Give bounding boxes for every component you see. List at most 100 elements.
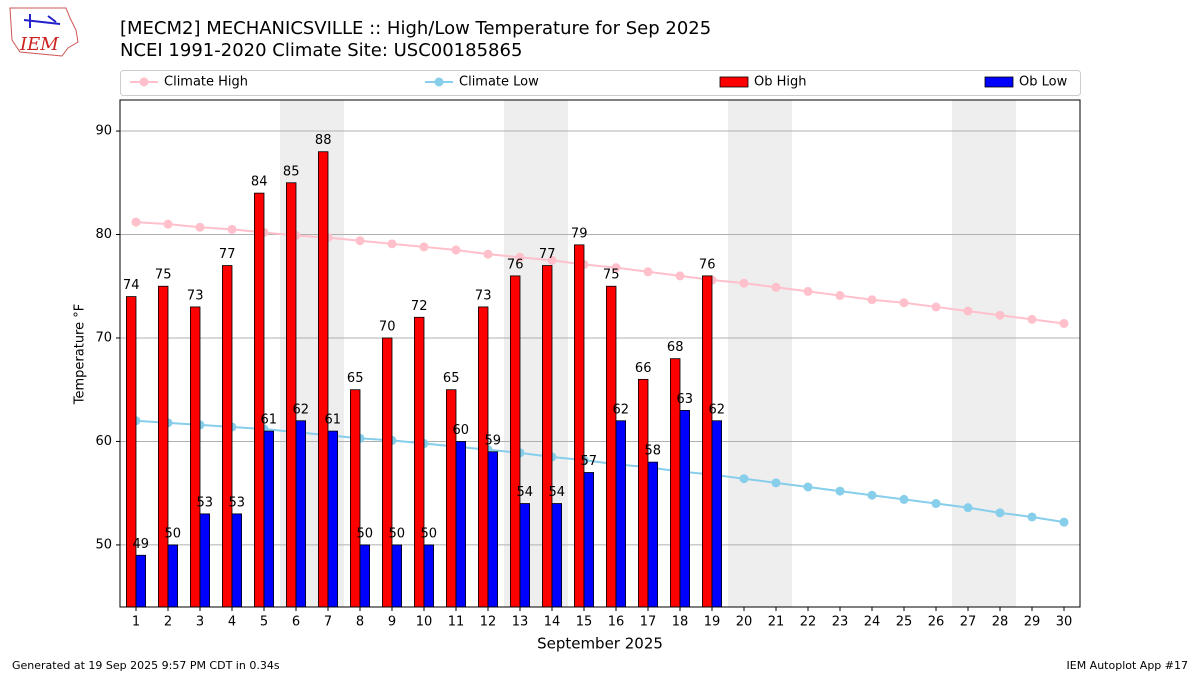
- bar-label: 75: [603, 268, 620, 283]
- point: [419, 242, 429, 252]
- bar-label: 62: [293, 402, 310, 417]
- bar-label: 88: [315, 133, 332, 148]
- bar: [583, 472, 595, 608]
- footer-right: IEM Autoplot App #17: [1067, 659, 1189, 672]
- x-tick-label: 29: [1024, 615, 1041, 630]
- chart-title: [MECM2] MECHANICSVILLE :: High/Low Tempe…: [120, 18, 711, 39]
- bar: [167, 544, 179, 608]
- bar-label: 70: [379, 319, 396, 334]
- x-tick-label: 6: [292, 615, 300, 630]
- weekend-shade: [760, 100, 792, 607]
- point: [387, 239, 397, 249]
- bar: [647, 461, 659, 608]
- bar: [231, 513, 243, 608]
- x-tick-label: 27: [960, 615, 977, 630]
- point: [739, 278, 749, 288]
- x-tick-label: 16: [608, 615, 625, 630]
- x-tick-label: 4: [228, 615, 236, 630]
- bar: [349, 389, 361, 608]
- legend-label: Climate Low: [459, 75, 539, 90]
- legend-swatch: [984, 76, 1014, 88]
- x-tick-label: 15: [576, 615, 593, 630]
- bar-label: 79: [571, 226, 588, 241]
- bar-label: 61: [261, 413, 278, 428]
- footer-left: Generated at 19 Sep 2025 9:57 PM CDT in …: [12, 659, 280, 672]
- point: [867, 490, 877, 500]
- point: [1027, 512, 1037, 522]
- point: [675, 271, 685, 281]
- point: [515, 252, 525, 262]
- bar-label: 65: [347, 371, 364, 386]
- bar-label: 63: [677, 392, 694, 407]
- logo-text: IEM: [19, 34, 59, 55]
- bar: [574, 244, 585, 608]
- bar: [477, 306, 489, 608]
- bar: [455, 441, 467, 608]
- bar-label: 57: [581, 454, 598, 469]
- point: [163, 219, 173, 229]
- point: [227, 224, 237, 234]
- point: [803, 482, 813, 492]
- x-tick-label: 17: [640, 615, 657, 630]
- bar: [679, 410, 691, 608]
- x-tick-label: 12: [480, 615, 497, 630]
- bar-label: 77: [219, 247, 236, 262]
- bar: [221, 265, 233, 608]
- point: [451, 245, 461, 255]
- x-tick-label: 3: [196, 615, 204, 630]
- x-tick-label: 30: [1056, 615, 1073, 630]
- bar: [359, 544, 371, 608]
- bar-label: 50: [421, 526, 438, 541]
- bar: [551, 503, 563, 608]
- bar-label: 50: [389, 526, 406, 541]
- weekend-shade: [984, 100, 1016, 607]
- x-tick-label: 9: [388, 615, 396, 630]
- point: [995, 508, 1005, 518]
- bar-label: 66: [635, 361, 652, 376]
- bar: [413, 316, 425, 608]
- bar: [253, 192, 265, 608]
- weekend-shade: [952, 100, 984, 607]
- bar-label: 85: [283, 164, 300, 179]
- bar: [295, 420, 307, 608]
- point: [771, 282, 781, 292]
- bar: [317, 151, 329, 608]
- y-axis-label: Temperature °F: [73, 304, 88, 405]
- x-tick-label: 7: [324, 615, 332, 630]
- x-tick-label: 22: [800, 615, 817, 630]
- bar-label: 74: [123, 278, 140, 293]
- point: [835, 291, 845, 301]
- x-tick-label: 20: [736, 615, 753, 630]
- bar: [135, 554, 147, 608]
- bar: [615, 420, 627, 608]
- bar-label: 53: [229, 495, 246, 510]
- bar: [606, 285, 617, 608]
- bar-label: 72: [411, 299, 428, 314]
- point: [899, 298, 909, 308]
- x-tick-label: 2: [164, 615, 172, 630]
- bar-label: 54: [549, 485, 566, 500]
- bar: [487, 451, 499, 608]
- bar-label: 50: [165, 526, 182, 541]
- bar-label: 60: [453, 423, 470, 438]
- y-tick-label: 80: [95, 227, 112, 242]
- x-tick-label: 23: [832, 615, 849, 630]
- bar: [285, 182, 297, 608]
- y-tick-label: 50: [95, 537, 112, 552]
- bar: [126, 296, 137, 608]
- x-tick-label: 5: [260, 615, 268, 630]
- bar-label: 73: [475, 288, 492, 303]
- legend-label: Ob High: [754, 75, 807, 90]
- point: [867, 295, 877, 305]
- logo-icon: [23, 14, 61, 28]
- x-tick-label: 28: [992, 615, 1009, 630]
- legend-marker: [434, 77, 444, 87]
- legend-marker: [139, 77, 149, 87]
- bar-label: 61: [325, 413, 342, 428]
- point: [1059, 517, 1069, 527]
- point: [931, 302, 941, 312]
- bar: [702, 275, 713, 608]
- bar-label: 49: [133, 537, 150, 552]
- x-tick-label: 21: [768, 615, 785, 630]
- point: [611, 263, 621, 273]
